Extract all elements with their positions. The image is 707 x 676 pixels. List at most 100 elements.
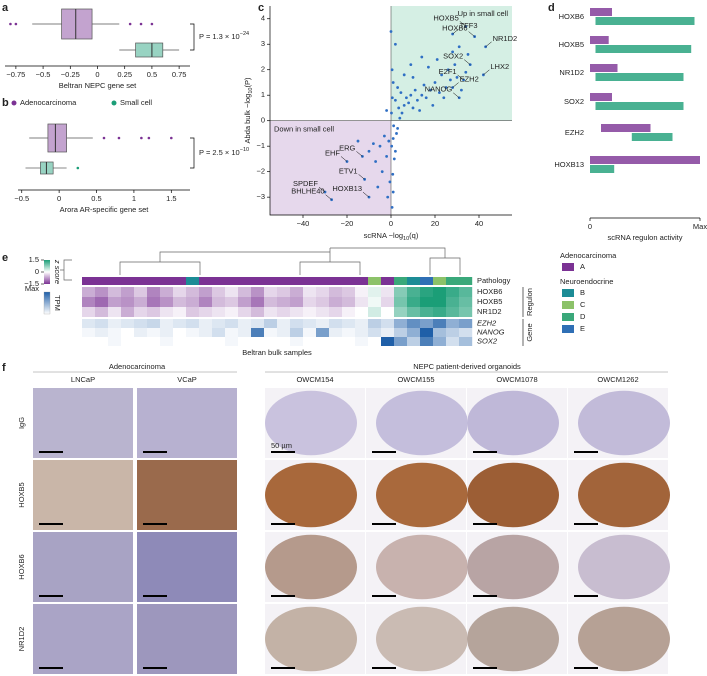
- heat-cell: [407, 328, 421, 337]
- point: [390, 144, 394, 148]
- heat-cell: [134, 287, 148, 297]
- heat-cell: [264, 307, 278, 317]
- x-tick-label: −40: [297, 219, 310, 228]
- point: [374, 160, 377, 163]
- gene-label: NR1D2: [493, 34, 518, 43]
- row-label: NANOG: [477, 327, 505, 336]
- heat-cell: [342, 297, 356, 307]
- row-group-label: Gene: [525, 323, 534, 341]
- x-tick-label: 40: [475, 219, 483, 228]
- heat-cell: [316, 297, 330, 307]
- heat-cell: [108, 287, 122, 297]
- row-group-label: Regulon: [525, 288, 534, 316]
- pathology-cell: [225, 277, 239, 285]
- point: [394, 149, 397, 153]
- point: [356, 139, 360, 143]
- point: [433, 81, 437, 84]
- row-label: IgG: [17, 417, 26, 429]
- colorbar-tick-label: 1.5: [29, 255, 39, 264]
- point: [442, 96, 446, 100]
- heat-cell: [433, 319, 447, 328]
- heat-cell: [446, 319, 460, 328]
- heat-cell: [368, 328, 382, 337]
- legend-swatch: [11, 100, 17, 106]
- dendrogram: [60, 247, 461, 281]
- gene-label: HOXB13: [332, 184, 362, 193]
- y-axis-label-part: 10: [248, 88, 254, 94]
- micrograph: [137, 388, 237, 458]
- legend-swatch: [562, 289, 574, 297]
- heat-cell: [212, 328, 226, 337]
- x-tick-label: −0.25: [61, 70, 80, 79]
- panel-label: f: [2, 362, 6, 374]
- heat-cell: [82, 297, 96, 307]
- gene-label: EZH2: [460, 75, 479, 84]
- panel-label: a: [2, 2, 9, 14]
- leader: [452, 28, 459, 35]
- heat-cell: [199, 297, 213, 307]
- point: [405, 96, 408, 100]
- column-label: LNCaP: [71, 375, 95, 384]
- heat-cell: [186, 337, 200, 346]
- row-label: HOXB13: [554, 160, 584, 169]
- leader: [483, 69, 490, 76]
- outlier: [128, 22, 132, 26]
- y-tick-label: 0: [261, 116, 265, 125]
- heat-cell: [251, 319, 265, 328]
- x-tick-label: 0.75: [172, 70, 187, 79]
- y-axis-label-part: (P): [243, 77, 252, 88]
- point: [376, 185, 380, 189]
- pathology-cell: [264, 277, 278, 285]
- heat-cell: [433, 297, 447, 307]
- x-axis-label-part: (q): [409, 231, 419, 240]
- colorbar-tick-label: 0: [35, 267, 39, 276]
- point: [386, 195, 390, 199]
- heat-cell: [394, 328, 408, 337]
- heat-cell: [433, 307, 447, 317]
- colorbar-label: TPM: [53, 295, 62, 311]
- point: [394, 42, 397, 46]
- heat-cell: [134, 328, 148, 337]
- y-axis-label: Abda bulk −log10(P): [243, 77, 254, 143]
- row-label: NR1D2: [559, 68, 584, 77]
- heat-cell: [121, 319, 135, 328]
- heat-cell: [173, 337, 187, 346]
- point: [372, 142, 375, 146]
- activity-strip: [590, 156, 700, 164]
- box: [61, 8, 93, 40]
- point: [398, 116, 402, 120]
- leader: [318, 186, 326, 193]
- point: [411, 75, 415, 79]
- y-tick-label: −1: [256, 141, 265, 150]
- heat-cell: [225, 319, 239, 328]
- point: [394, 98, 397, 102]
- point: [411, 106, 415, 110]
- heat-cell: [459, 297, 473, 307]
- point: [464, 70, 468, 74]
- panel-label: c: [258, 2, 264, 14]
- point: [396, 86, 399, 89]
- point: [390, 68, 394, 72]
- leader: [340, 156, 348, 162]
- heat-cell: [264, 337, 278, 346]
- point: [387, 139, 391, 143]
- organoid: [578, 462, 670, 528]
- x-tick-label: −0.75: [6, 70, 25, 79]
- legend-swatch: [562, 325, 574, 333]
- outlier: [170, 136, 173, 140]
- pathology-cell: [433, 277, 447, 285]
- x-axis-label-part: scRNA −log: [364, 231, 403, 240]
- organoid: [265, 462, 357, 528]
- organoid: [578, 534, 670, 600]
- region-label: Down in small cell: [274, 125, 334, 134]
- heat-cell: [82, 287, 96, 297]
- heat-cell: [225, 287, 239, 297]
- pathology-cell: [459, 277, 473, 285]
- pathology-cell: [160, 277, 174, 285]
- point: [378, 144, 382, 148]
- column-label: OWCM155: [397, 375, 434, 384]
- gene-label: LHX2: [490, 62, 509, 71]
- outlier: [76, 166, 80, 170]
- point: [466, 53, 470, 56]
